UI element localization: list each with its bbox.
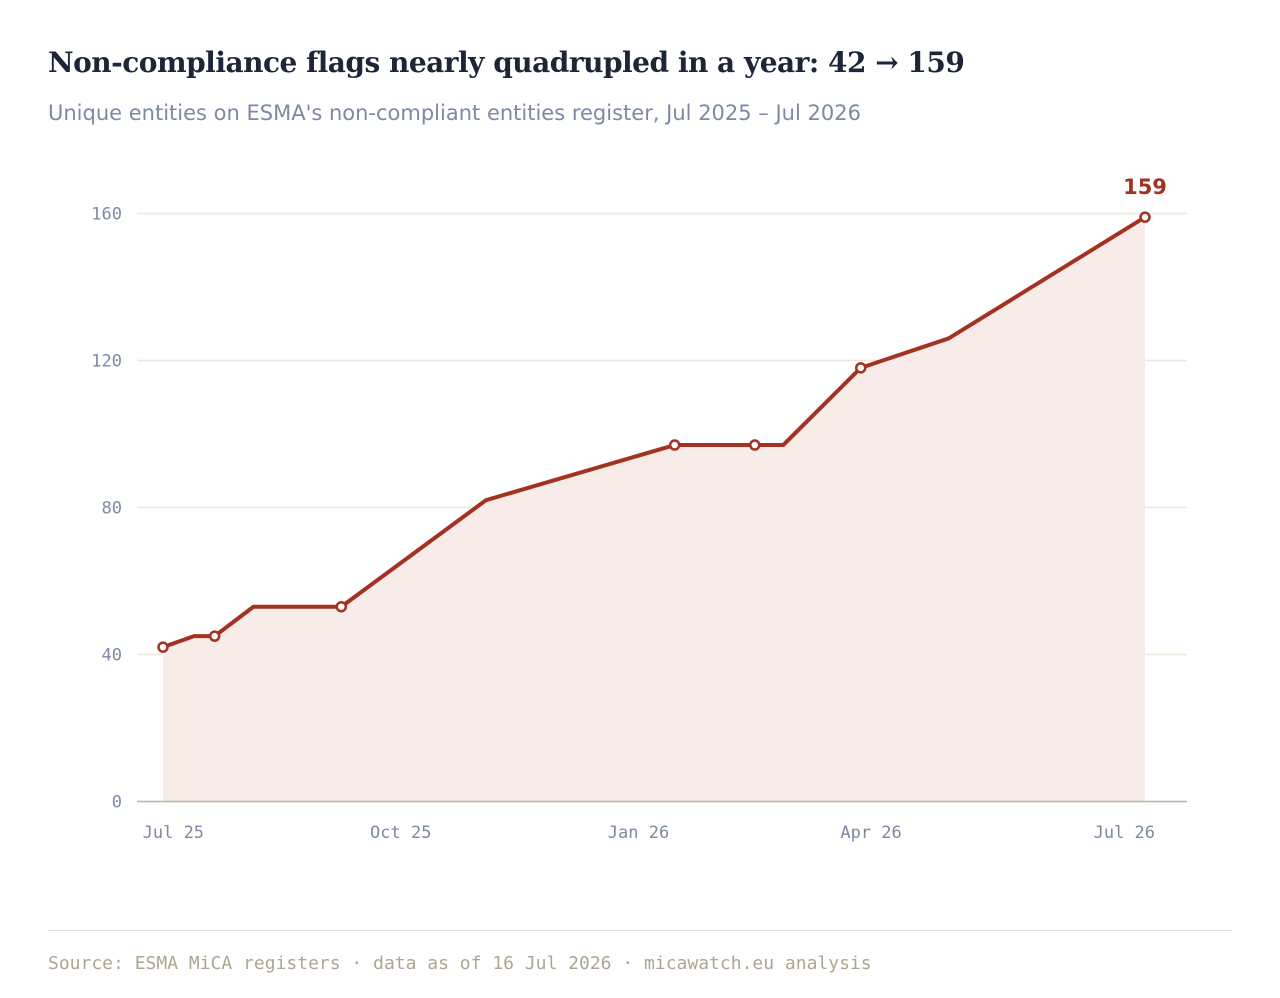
x-tick-label-oct-25: Oct 25 <box>370 823 431 843</box>
source-note: Source: ESMA MiCA registers · data as of… <box>48 953 872 974</box>
data-point-2025-07-01 <box>157 641 169 653</box>
markers <box>157 211 1151 653</box>
area-layer <box>163 217 1145 802</box>
y-tick-label-160: 160 <box>91 205 122 225</box>
y-tick-label-40: 40 <box>102 646 122 666</box>
data-point-2026-03-28 <box>854 362 867 374</box>
data-point-2026-01-15 <box>668 439 681 451</box>
chart-title: Non-compliance flags nearly quadrupled i… <box>48 46 965 79</box>
series-area <box>163 217 1145 802</box>
x-tick-label-jul-25: Jul 25 <box>143 823 204 843</box>
y-tick-label-120: 120 <box>91 352 122 372</box>
line-area-chart: 0 40 80 120 160 Jul 25 Oct 25 Jan 26 Apr 26 Jul 2… <box>91 175 1187 843</box>
y-tick-label-0: 0 <box>112 793 122 813</box>
end-value-label: 159 <box>1123 175 1167 199</box>
data-point-2025-09-08 <box>335 600 348 613</box>
x-tick-label-jan-26: Jan 26 <box>608 823 669 843</box>
data-point-2026-07-16 <box>1139 211 1151 223</box>
x-tick-label-apr-26: Apr 26 <box>840 823 901 843</box>
tick-labels: 0 40 80 120 160 Jul 25 Oct 25 Jan 26 Apr 26 Jul 2… <box>91 175 1167 843</box>
x-tick-label-jul-26: Jul 26 <box>1094 823 1155 843</box>
footer-divider <box>48 930 1232 931</box>
y-tick-label-80: 80 <box>102 499 122 519</box>
chart-subtitle: Unique entities on ESMA's non-compliant … <box>48 101 861 125</box>
data-point-2025-07-21 <box>208 630 221 642</box>
data-point-2026-02-15 <box>749 439 761 451</box>
